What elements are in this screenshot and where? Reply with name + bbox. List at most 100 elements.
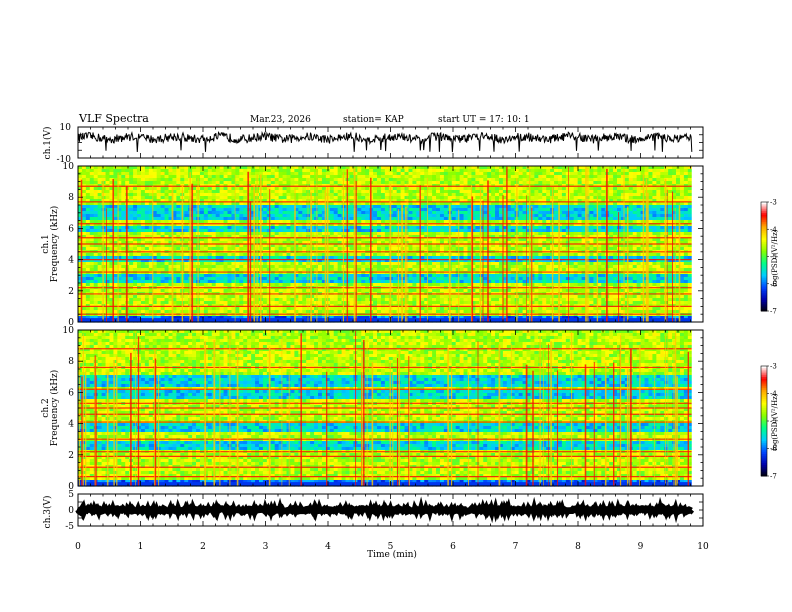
ch1-spectrogram-cell	[620, 178, 626, 182]
ch1-spectrogram-cell	[687, 169, 693, 173]
ch1-spectrogram-cell	[632, 214, 638, 218]
ch1-spectrogram-cell	[609, 178, 614, 182]
ch1-spectrogram-cell	[408, 214, 414, 218]
ch1-spectrogram-cell	[526, 199, 532, 203]
ch1-spectrogram-cell	[196, 172, 201, 176]
ch1-spectrogram-cell	[632, 172, 638, 176]
ch1-spectrogram-cell	[428, 208, 433, 212]
ch1-spectrogram-cell	[412, 208, 417, 212]
ch1-spectrogram-cell	[125, 166, 130, 170]
ch1-spectrogram-cell	[113, 211, 118, 215]
ch1-spectrogram-cell	[160, 220, 166, 224]
ch1-spectrogram-cell	[294, 217, 299, 221]
ch1-spectrogram-cell	[498, 178, 504, 182]
ch1-spectrogram-cell	[317, 175, 323, 179]
ch1-spectrogram-cell	[294, 211, 299, 215]
ch1-spectrogram-cell	[550, 181, 555, 185]
ch1-spectrogram-cell	[333, 214, 339, 218]
ch1-spectrogram-cell	[459, 202, 465, 206]
ch1-spectrogram-cell	[133, 199, 138, 203]
ch1-spectrogram-cell	[140, 199, 146, 203]
ch1-spectrogram-cell	[672, 178, 677, 182]
ch1-spectrogram-cell	[443, 175, 449, 179]
ch1-spectrogram-cell	[160, 202, 166, 206]
ch1-spectrogram-cell	[168, 169, 174, 173]
ch1-spectrogram-cell	[498, 214, 504, 218]
ch1-spectrogram-cell	[81, 193, 87, 197]
ch1-spectrogram-cell	[140, 178, 146, 182]
ch1-spectrogram-cell	[660, 175, 665, 179]
ch1-spectrogram-cell	[286, 217, 292, 221]
ch1-spectrogram-cell	[164, 214, 170, 218]
ch1-spectrogram-cell	[227, 205, 233, 209]
ch1-spectrogram-cell	[113, 214, 118, 218]
ch1-spectrogram-cell	[620, 172, 626, 176]
ch1-spectrogram-cell	[121, 169, 126, 173]
ch1-spectrogram-cell	[286, 187, 292, 191]
ch1-spectrogram-cell	[557, 178, 563, 182]
ch1-spectrogram-cell	[113, 202, 118, 206]
ch1-spectrogram-cell	[420, 208, 425, 212]
ch1-spectrogram-cell	[628, 193, 634, 197]
ch1-spectrogram-cell	[290, 181, 295, 185]
ch1-spectrogram-cell	[78, 196, 83, 200]
ch1-spectrogram-cell	[78, 193, 83, 197]
ch1-spectrogram-cell	[302, 211, 307, 215]
ch1-spectrogram-cell	[192, 208, 197, 212]
ch1-spectrogram-cell	[498, 196, 504, 200]
ch1-spectrogram-cell	[581, 178, 587, 182]
ch1-spectrogram-cell	[518, 202, 524, 206]
ch1-spectrogram-cell	[384, 205, 390, 209]
ch1-spectrogram-cell	[298, 205, 303, 209]
ch1-spectrogram-cell	[467, 187, 473, 191]
ch1-spectrogram-cell	[274, 208, 280, 212]
ch1-spectrogram-cell	[428, 202, 433, 206]
ch1-spectrogram-cell	[573, 166, 579, 170]
ch1-spectrogram-cell	[298, 193, 303, 197]
ch1-spectrogram-cell	[491, 211, 496, 215]
ch1-spectrogram-cell	[526, 211, 532, 215]
ch1-spectrogram-cell	[384, 220, 390, 224]
ch1-spectrogram-cell	[565, 172, 571, 176]
ch1-spectrogram-cell	[522, 202, 528, 206]
ch1-spectrogram-cell	[542, 175, 547, 179]
ch1-spectrogram-cell	[668, 172, 673, 176]
ch1-spectrogram-cell	[561, 211, 567, 215]
ch1-spectrogram-cell	[329, 220, 335, 224]
ch1-spectrogram-cell	[369, 169, 374, 173]
ch1-spectrogram-cell	[475, 199, 480, 203]
ch1-spectrogram-cell	[215, 175, 221, 179]
ch1-spectrogram-cell	[424, 193, 429, 197]
ch1-spectrogram-cell	[522, 214, 528, 218]
ch1-spectrogram-cell	[270, 172, 276, 176]
ch1-spectrogram-cell	[597, 220, 602, 224]
ch1-spectrogram-cell	[424, 181, 429, 185]
ch1-spectrogram-cell	[632, 190, 638, 194]
ch1-spectrogram-cell	[176, 202, 181, 206]
ch1-spectrogram-cell	[648, 166, 653, 170]
ch1-spectrogram-cell	[573, 178, 579, 182]
ch1-spectrogram-cell	[396, 199, 402, 203]
ch1-spectrogram-cell	[491, 172, 496, 176]
ch1-spectrogram-cell	[416, 196, 421, 200]
ch1-spectrogram-cell	[121, 172, 126, 176]
ch1-spectrogram-cell	[109, 214, 114, 218]
ch1-spectrogram-cell	[251, 175, 256, 179]
ch1-spectrogram-cell	[636, 211, 642, 215]
ch1-spectrogram-cell	[491, 166, 496, 170]
ch1-spectrogram-cell	[668, 193, 673, 197]
ch1-spectrogram-cell	[321, 202, 327, 206]
ch1-spectrogram-cell	[314, 202, 319, 206]
ch1-spectrogram-cell	[668, 181, 673, 185]
ch1-spectrogram-cell	[361, 169, 366, 173]
ch1-spectrogram-cell	[664, 214, 669, 218]
ch1-spectrogram-cell	[617, 190, 622, 194]
ch1-spectrogram-cell	[432, 217, 437, 221]
ch1-spectrogram-cell	[502, 208, 508, 212]
ch1-spectrogram-cell	[176, 220, 181, 224]
ch1-spectrogram-cell	[211, 193, 217, 197]
ch1-spectrogram-cell	[495, 181, 500, 185]
ch1-spectrogram-cell	[113, 181, 118, 185]
ch1-spectrogram-cell	[510, 214, 516, 218]
ch1-spectrogram-cell	[223, 190, 229, 194]
